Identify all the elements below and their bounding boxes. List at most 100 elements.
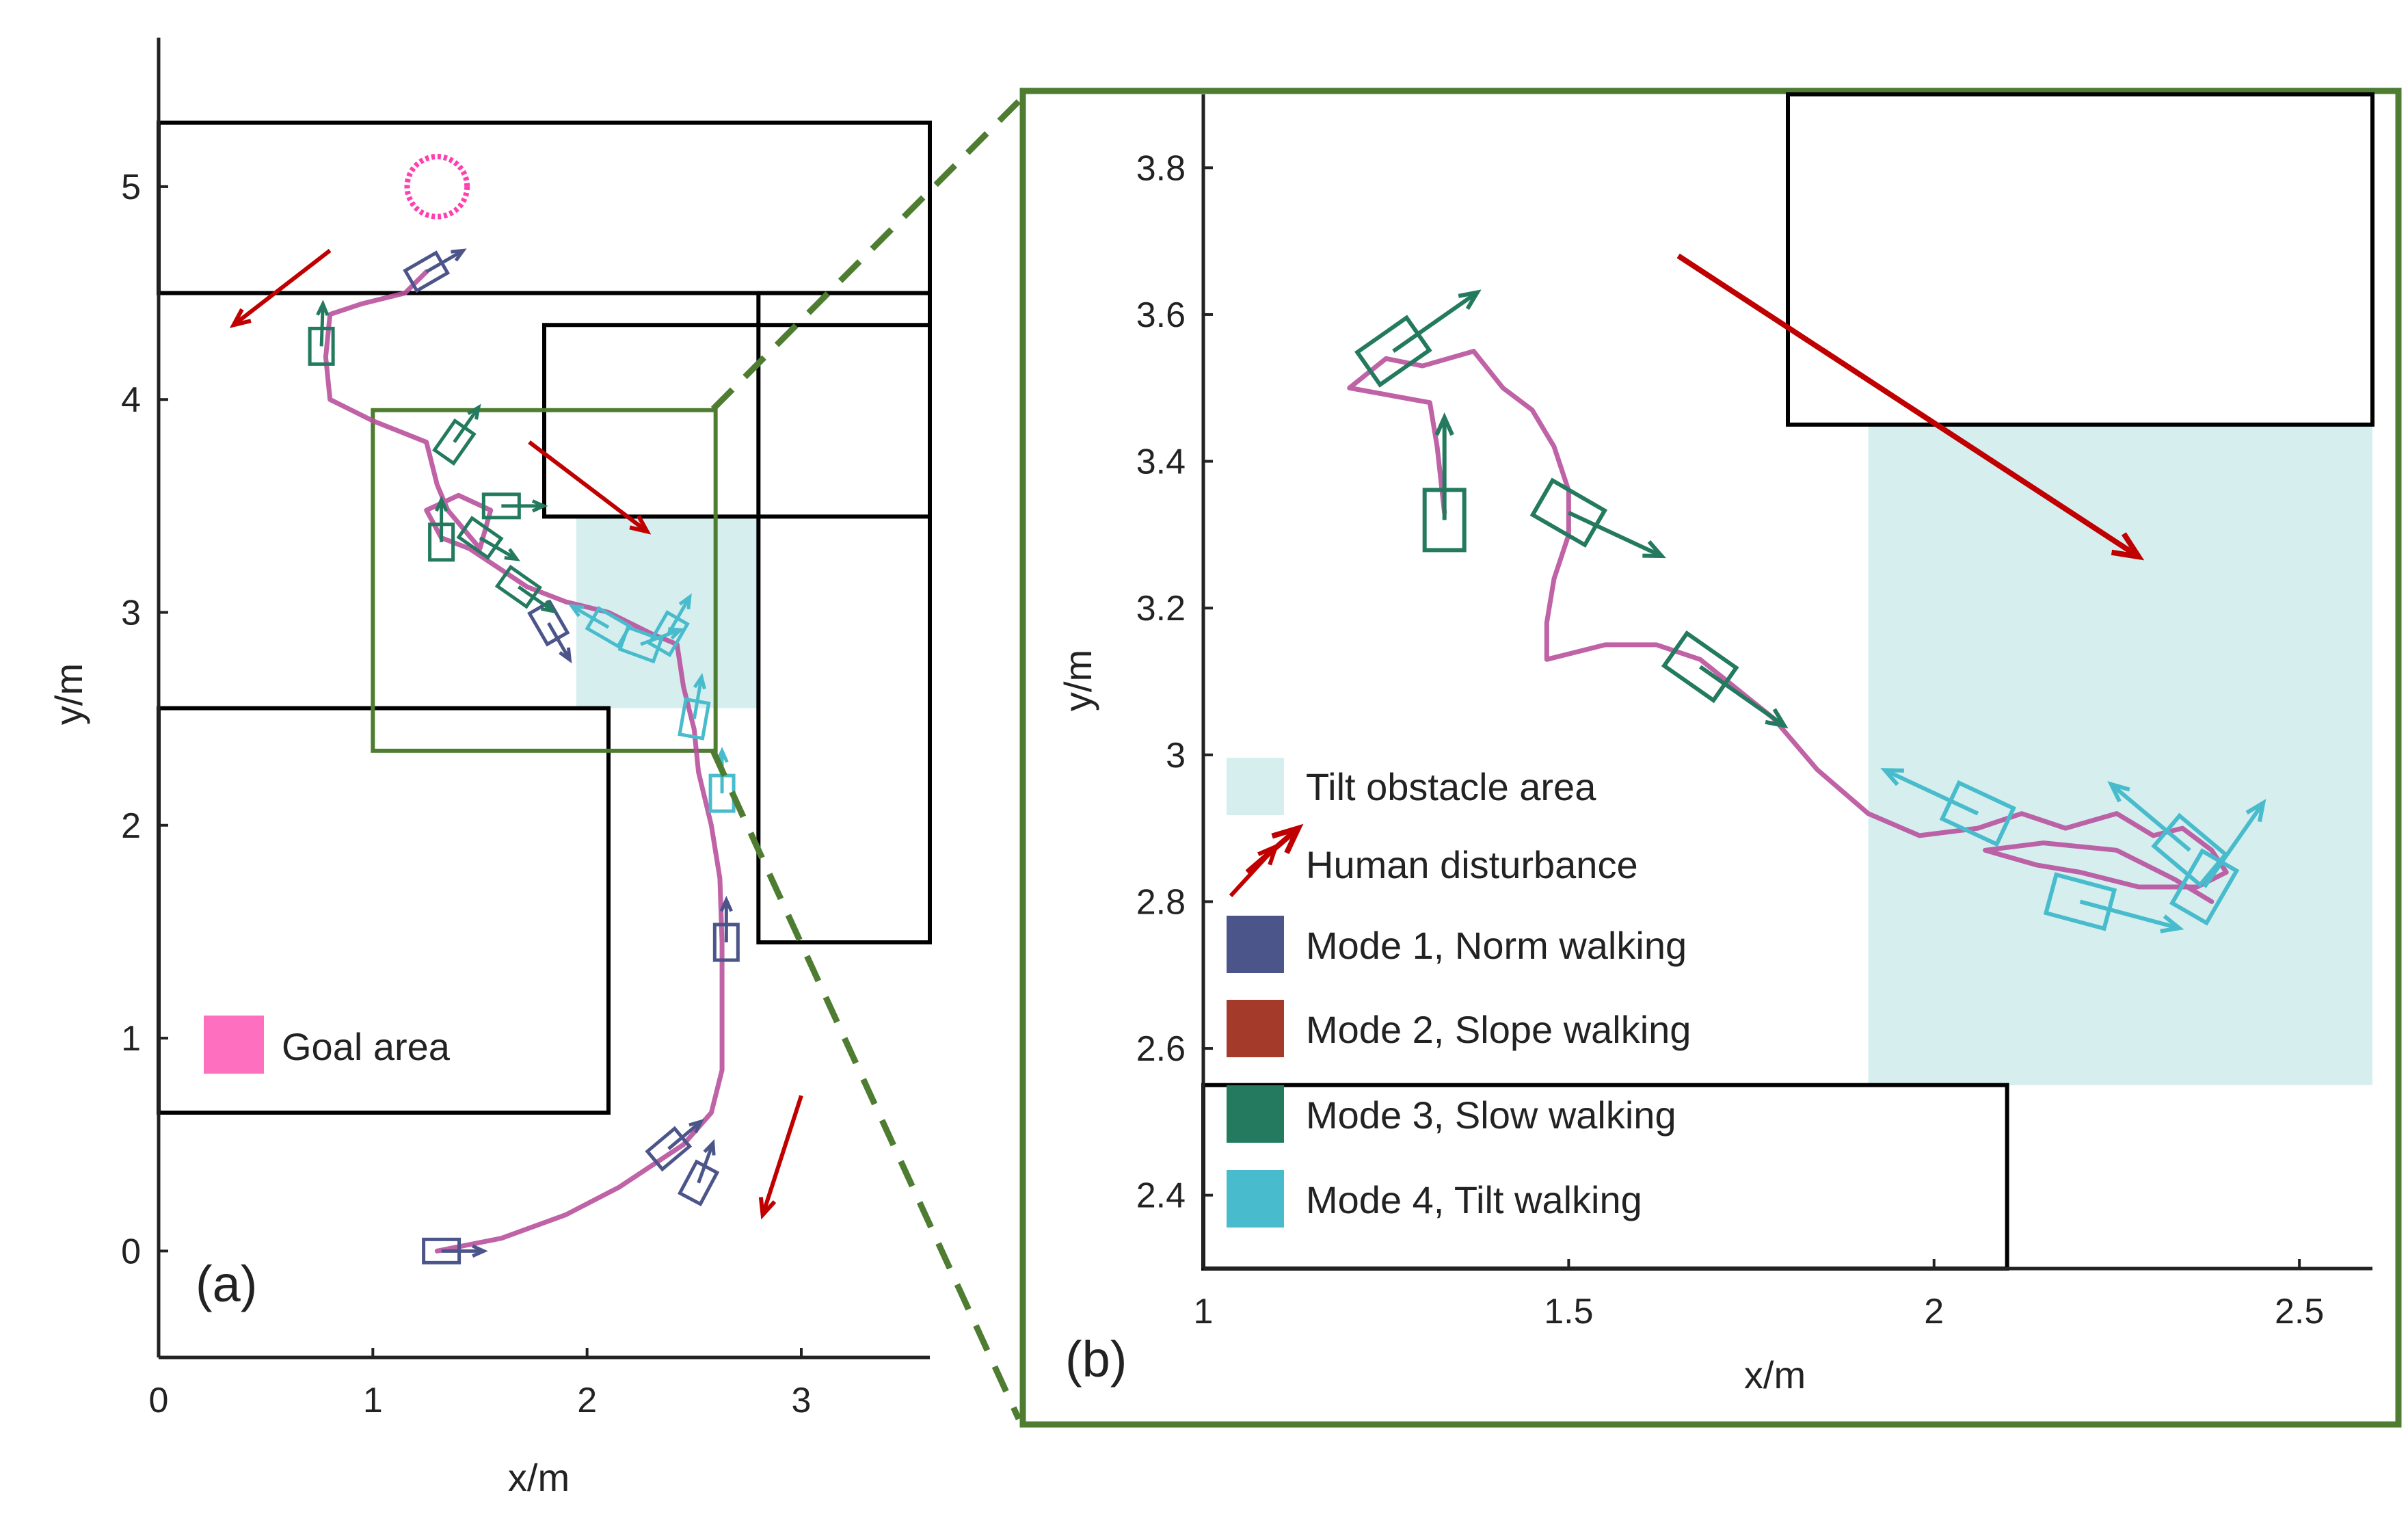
arrow-shaft: [571, 605, 610, 629]
arrow-shaft: [667, 596, 691, 635]
mode-3-marker: [1354, 289, 1482, 388]
arrow-head: [541, 599, 557, 614]
arrow-head: [451, 248, 467, 262]
trajectory-path: [323, 269, 725, 1254]
arrow-head: [629, 514, 652, 535]
legend-mode3-swatch: [1227, 1085, 1284, 1143]
heading-arrow-icon: [667, 593, 692, 635]
arrow-head: [531, 499, 548, 513]
arrow-head: [1880, 768, 1904, 786]
arrow-head: [559, 647, 572, 664]
obstacle-wall: [157, 120, 932, 295]
arrow-head: [567, 604, 585, 618]
heading-arrow-icon: [517, 585, 557, 614]
heading-arrow-icon: [316, 300, 330, 347]
disturbance-arrow: [758, 1095, 803, 1220]
y-tick-label: 1: [121, 1019, 141, 1059]
y-tick-label: 2: [121, 806, 141, 846]
legend: Tilt obstacle area Human disturbance Mod…: [1227, 758, 1691, 1228]
robot-body-icon: [617, 625, 664, 664]
disturbance-arrow: [528, 440, 652, 535]
arrow-head: [2107, 781, 2130, 803]
trajectory: [1347, 349, 2229, 904]
heading-arrow-icon: [2107, 781, 2191, 852]
arrow-head: [316, 300, 330, 317]
mode-1-marker: [712, 895, 740, 962]
mode-markers: [308, 248, 740, 1264]
heading-arrow-icon: [692, 673, 706, 719]
mode-3-marker: [1422, 412, 1467, 553]
y-tick-label: 3.6: [1136, 295, 1186, 335]
mode-1-marker: [527, 599, 572, 664]
arrow-shaft: [1229, 845, 1278, 898]
y-axis-label: y/m: [1056, 650, 1099, 711]
arrow-shaft: [1392, 291, 1479, 354]
mode-3-marker: [432, 403, 481, 466]
axes: 0 1 2 3 0 1 2 3 4 5: [121, 38, 930, 1420]
obstacle-wall: [1786, 92, 2374, 427]
mode-3-marker: [481, 492, 548, 520]
robot-body-icon: [1529, 477, 1608, 548]
y-tick-label: 2.6: [1136, 1029, 1186, 1069]
y-tick-label: 3: [121, 593, 141, 633]
arrow-shaft: [2202, 801, 2265, 888]
legend-label: Goal area: [282, 1025, 451, 1068]
heading-arrow-icon: [434, 495, 449, 542]
disturbance-arrow: [229, 248, 332, 328]
arrow-shaft: [2109, 782, 2191, 852]
robot-body-icon: [2169, 848, 2240, 926]
mode-4-marker: [2169, 799, 2266, 926]
legend-label: Mode 3, Slow walking: [1306, 1093, 1676, 1137]
y-tick-label: 3.8: [1136, 148, 1186, 188]
arrow-head: [1458, 289, 1482, 310]
mode-4-marker: [1880, 768, 2016, 847]
heading-arrow-icon: [441, 1244, 488, 1258]
arrow-head: [504, 548, 521, 561]
arrow-shaft: [1699, 665, 1786, 728]
tilt-obstacle-area: [1868, 424, 2372, 1085]
arrow-head: [434, 495, 449, 512]
arrow-shaft: [517, 585, 554, 613]
legend-label: Mode 2, Slope walking: [1306, 1008, 1691, 1051]
heading-arrow-icon: [2202, 799, 2266, 888]
arrow-shaft: [528, 440, 649, 533]
heading-arrow-icon: [547, 622, 572, 664]
goal-area-swatch: [204, 1016, 264, 1074]
arrow-shaft: [2079, 899, 2180, 931]
heading-arrow-icon: [697, 1139, 716, 1184]
mode-3-marker: [1661, 630, 1789, 729]
red-arrow-icon: [1229, 843, 1279, 898]
arrow-shaft: [1568, 510, 1663, 558]
arrow-shaft: [640, 628, 682, 646]
heading-arrow-icon: [1880, 768, 1979, 816]
arrow-shaft: [760, 1095, 803, 1216]
zoom-connector-bottom: [710, 750, 1022, 1420]
arrow-head: [688, 1119, 704, 1134]
arrow-head: [229, 308, 252, 328]
y-tick-label: 3.2: [1136, 589, 1186, 628]
trajectory: [323, 269, 725, 1254]
arrow-head: [1434, 412, 1454, 436]
legend-label: Mode 1, Norm walking: [1306, 924, 1687, 967]
heading-arrow-icon: [567, 604, 610, 629]
mode-4-marker: [647, 593, 692, 658]
arrow-head: [758, 1197, 777, 1220]
mode-3-marker: [308, 300, 335, 366]
mode-4-marker: [2043, 872, 2184, 933]
x-tick-label: 1: [363, 1381, 383, 1420]
mode-1-marker: [678, 1139, 720, 1207]
arrow-shaft: [425, 249, 464, 274]
y-tick-label: 2.4: [1136, 1176, 1186, 1216]
arrow-shaft: [1884, 768, 1979, 816]
legend-label: Tilt obstacle area: [1306, 765, 1596, 808]
obstacle-wall: [756, 291, 933, 944]
panel-a: 0 1 2 3 0 1 2 3 4 5 Goal area (a) x/m y/m: [47, 38, 933, 1499]
arrow-head: [1271, 823, 1304, 855]
mode-3-marker: [1529, 477, 1666, 559]
legend: Goal area: [204, 1016, 451, 1074]
axes: 1 1.5 2 2.5 2.4 2.6 2.8 3 3.2 3.4 3.6 3.8: [1136, 94, 2372, 1331]
mode-4-marker: [678, 673, 711, 741]
y-tick-label: 3: [1166, 736, 1186, 775]
y-tick-label: 5: [121, 168, 141, 207]
